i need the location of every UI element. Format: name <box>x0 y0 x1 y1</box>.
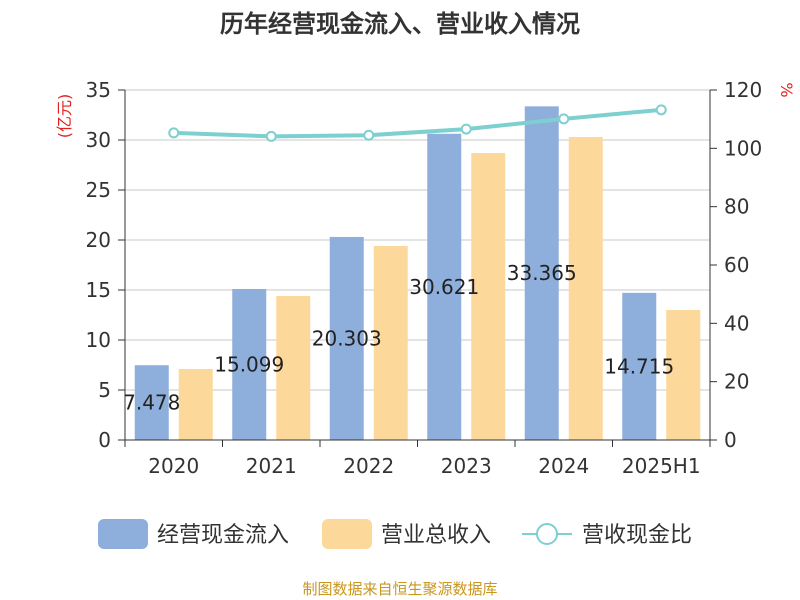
left-tick-label: 30 <box>86 128 111 152</box>
ratio-line <box>168 104 667 142</box>
cash-inflow-label: 20.303 <box>312 326 382 350</box>
left-tick-label: 10 <box>86 328 111 352</box>
x-tick-label: 2021 <box>246 454 297 478</box>
revenue-bar <box>276 296 311 440</box>
ratio-point <box>655 104 667 116</box>
bars <box>134 106 701 441</box>
revenue-bar <box>666 310 701 440</box>
left-tick-label: 15 <box>86 278 111 302</box>
right-tick-label: 100 <box>724 136 762 160</box>
legend-swatch-revenue <box>322 519 372 549</box>
cash-inflow-bar <box>134 365 169 440</box>
left-axis-unit: (亿元) <box>55 94 74 139</box>
cash-inflow-label: 30.621 <box>409 275 479 299</box>
x-tick-label: 2023 <box>441 454 492 478</box>
axes: 0 5 10 15 20 25 30 35 0 20 40 60 80 100 120 2020 2021 202… <box>86 78 763 478</box>
ratio-point <box>558 113 570 125</box>
chart-title: 历年经营现金流入、营业收入情况 <box>220 10 580 38</box>
grid <box>125 89 710 391</box>
x-tick-label: 2020 <box>148 454 199 478</box>
cash-inflow-bar <box>232 289 267 440</box>
cash-inflow-label: 33.365 <box>507 261 577 285</box>
cash-inflow-bar <box>622 292 657 440</box>
x-tick-label: 2022 <box>343 454 394 478</box>
revenue-bar <box>178 369 213 440</box>
ratio-point <box>363 129 375 141</box>
cash-inflow-bar <box>427 133 462 441</box>
left-tick-label: 35 <box>86 78 111 102</box>
legend-swatch-ratio-marker <box>536 523 558 545</box>
ratio-point <box>168 127 180 139</box>
legend-label-cash-inflow: 经营现金流入 <box>157 523 289 548</box>
right-axis-unit: % <box>777 82 796 97</box>
right-tick-label: 60 <box>724 253 749 277</box>
ratio-point <box>265 130 277 142</box>
cash-inflow-bar <box>524 106 559 440</box>
left-tick-label: 25 <box>86 178 111 202</box>
right-tick-label: 40 <box>724 311 749 335</box>
ratio-line-path <box>173 107 662 139</box>
revenue-bar <box>568 137 603 440</box>
legend-swatch-cash-inflow <box>98 519 148 549</box>
data-labels: 7.478 15.099 20.303 30.621 33.365 14.715 <box>123 261 674 414</box>
right-tick-label: 20 <box>724 370 749 394</box>
x-tick-label: 2024 <box>538 454 589 478</box>
right-tick-label: 120 <box>724 78 762 102</box>
cash-inflow-label: 14.715 <box>604 354 674 378</box>
cash-inflow-label: 15.099 <box>214 353 284 377</box>
right-tick-label: 80 <box>724 195 749 219</box>
legend: 经营现金流入 营业总收入 营收现金比 <box>98 519 692 549</box>
source-note: 制图数据来自恒生聚源数据库 <box>302 580 497 598</box>
revenue-bar <box>373 246 408 440</box>
right-tick-label: 0 <box>724 428 737 452</box>
revenue-bar <box>471 153 506 440</box>
x-tick-label: 2025H1 <box>622 454 701 478</box>
left-tick-label: 20 <box>86 228 111 252</box>
legend-label-ratio: 营收现金比 <box>582 523 692 548</box>
left-tick-label: 5 <box>98 378 111 402</box>
cash-inflow-bar <box>329 236 364 440</box>
ratio-point <box>460 123 472 135</box>
left-tick-label: 0 <box>98 428 111 452</box>
cash-inflow-label: 7.478 <box>123 391 180 415</box>
legend-label-revenue: 营业总收入 <box>381 523 491 548</box>
